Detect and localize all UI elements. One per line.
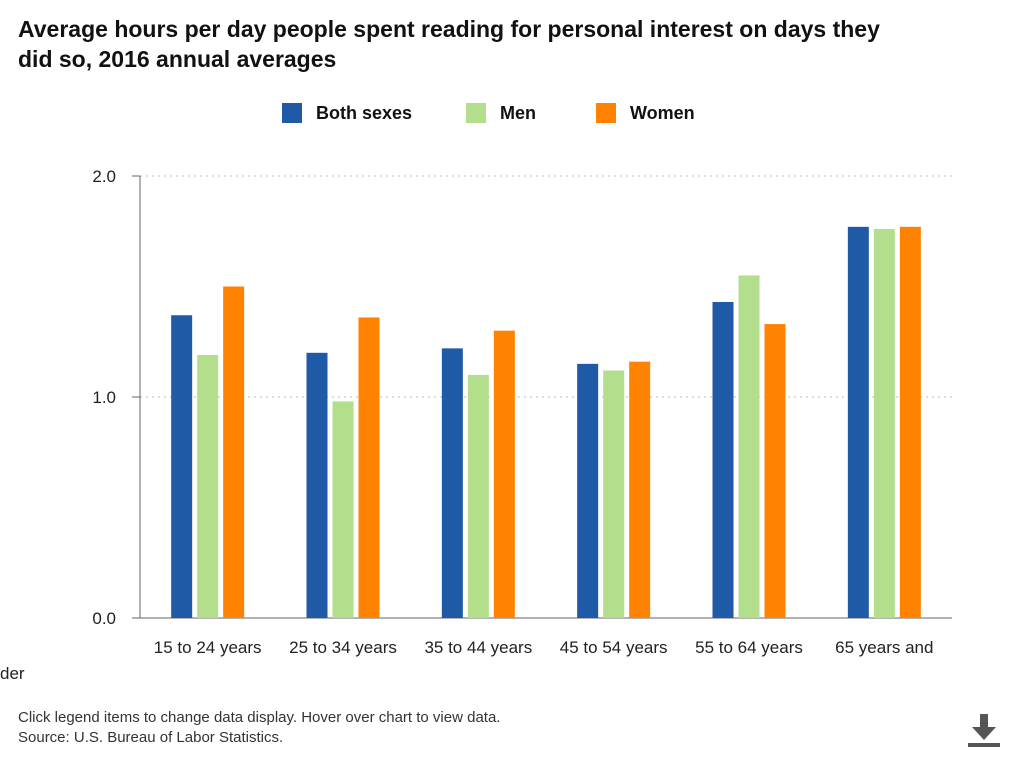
legend-swatch-men (466, 103, 486, 123)
bar-both-sexes[interactable]: 65 years and — Both sexes: 1.77 (847, 226, 869, 618)
bar-women[interactable]: 45 to 54 years — Women: 1.16 (629, 361, 651, 618)
bar-men[interactable]: 25 to 34 years — Men: 0.98 (332, 401, 354, 618)
x-tick-label: 55 to 64 years (695, 638, 803, 657)
bar-both-sexes[interactable]: 45 to 54 years — Both sexes: 1.15 (577, 363, 599, 618)
legend-label-women: Women (630, 102, 695, 123)
bar-men[interactable]: 65 years and — Men: 1.76 (873, 229, 895, 619)
bar-men[interactable]: 55 to 64 years — Men: 1.55 (738, 275, 760, 618)
legend-item-men[interactable]: Men (466, 100, 536, 126)
bar-both-sexes[interactable]: 25 to 34 years — Both sexes: 1.2 (306, 352, 328, 618)
bar-women[interactable]: 15 to 24 years — Women: 1.5 (223, 286, 245, 619)
y-tick-label: 2.0 (92, 167, 116, 186)
chart-source: Source: U.S. Bureau of Labor Statistics. (18, 729, 284, 746)
bar-women[interactable]: 25 to 34 years — Women: 1.36 (358, 317, 380, 618)
download-icon[interactable] (964, 712, 1004, 752)
bar-women[interactable]: 55 to 64 years — Women: 1.33 (764, 324, 786, 618)
y-tick-label: 1.0 (92, 388, 116, 407)
bar-both-sexes[interactable]: 55 to 64 years — Both sexes: 1.43 (712, 301, 734, 618)
clipped-category-label: der (0, 664, 25, 683)
legend-label-both-sexes: Both sexes (316, 102, 413, 123)
x-tick-label: 45 to 54 years (560, 638, 668, 657)
legend-item-both-sexes[interactable]: Both sexes (282, 100, 412, 126)
bar-both-sexes[interactable]: 15 to 24 years — Both sexes: 1.37 (171, 315, 193, 618)
y-tick-label: 0.0 (92, 609, 116, 628)
bar-chart[interactable]: 0.0 1.0 2.0 15 to 24 years — Both sexes: 1.… (0, 0, 1024, 700)
x-tick-label: 15 to 24 years (154, 638, 262, 657)
bar-men[interactable]: 35 to 44 years — Men: 1.1 (467, 374, 489, 618)
x-tick-label: 65 years and (835, 638, 933, 657)
legend-swatch-women (596, 103, 616, 123)
bar-men[interactable]: 45 to 54 years — Men: 1.12 (603, 370, 625, 618)
x-tick-label: 25 to 34 years (289, 638, 397, 657)
legend-label-men: Men (500, 102, 536, 123)
bar-women[interactable]: 65 years and — Women: 1.77 (899, 226, 921, 618)
bar-both-sexes[interactable]: 35 to 44 years — Both sexes: 1.22 (441, 348, 463, 618)
chart-note: Click legend items to change data displa… (18, 709, 501, 726)
chart-footer: Click legend items to change data displa… (18, 708, 500, 748)
bar-men[interactable]: 15 to 24 years — Men: 1.19 (197, 355, 219, 618)
legend-swatch-both-sexes (282, 103, 302, 123)
bar-women[interactable]: 35 to 44 years — Women: 1.3 (493, 330, 515, 618)
chart-title: Average hours per day people spent readi… (18, 16, 880, 72)
legend-item-women[interactable]: Women (596, 100, 695, 126)
x-tick-label: 35 to 44 years (424, 638, 532, 657)
